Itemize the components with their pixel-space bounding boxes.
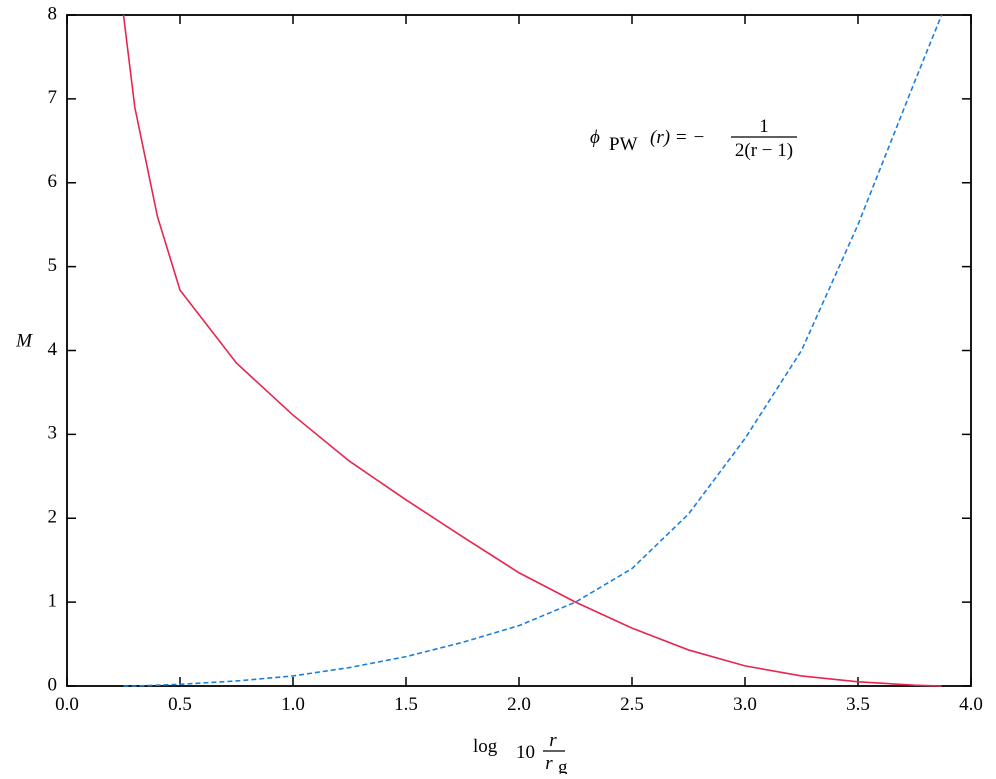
y-tick-label: 3 [48, 423, 58, 444]
x-tick-label: 0.0 [55, 694, 79, 715]
x-label-main: log [473, 736, 498, 757]
annotation-lhs-sub: PW [609, 134, 638, 155]
y-axis-label: M [15, 330, 33, 351]
x-tick-label: 4.0 [959, 694, 983, 715]
y-tick-label: 8 [48, 3, 58, 24]
x-tick-label: 0.5 [168, 694, 192, 715]
x-tick-label: 1.5 [394, 694, 418, 715]
annotation-lhs-arg: (r) = − [650, 127, 705, 148]
annotation-num: 1 [759, 116, 769, 137]
plot-frame [66, 14, 972, 687]
x-label-sub: 10 [516, 742, 535, 763]
x-label-den-sub: g [558, 757, 568, 774]
annotation-lhs: ϕ [590, 127, 600, 148]
x-tick-label: 2.5 [620, 694, 644, 715]
y-tick-label: 4 [48, 339, 58, 360]
x-label-num: r [549, 730, 557, 751]
y-tick-label: 7 [48, 87, 58, 108]
x-axis-label: log 10 r r g [473, 730, 568, 778]
y-tick-label: 0 [48, 674, 58, 695]
y-tick-label: 1 [48, 590, 58, 611]
annotation: ϕ PW (r) = − 1 2(r − 1) [590, 116, 797, 161]
x-tick-label: 1.0 [281, 694, 305, 715]
y-tick-label: 5 [48, 255, 58, 276]
x-tick-label: 3.0 [733, 694, 757, 715]
annotation-den: 2(r − 1) [735, 140, 793, 161]
line-series [123, 14, 943, 687]
x-label-den: r [545, 753, 553, 774]
x-tick-label: 3.5 [846, 694, 870, 715]
x-tick-label: 2.0 [507, 694, 531, 715]
y-tick-label: 2 [48, 507, 58, 528]
y-tick-label: 6 [48, 171, 58, 192]
line-series [122, 14, 942, 687]
